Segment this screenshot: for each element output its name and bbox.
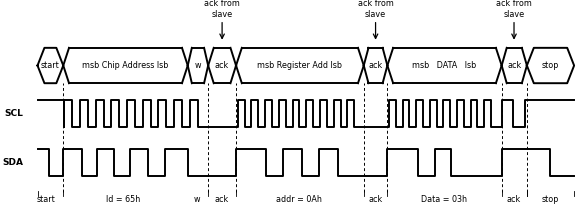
Text: ack from
slave: ack from slave [496, 0, 532, 19]
Text: ack: ack [369, 195, 383, 204]
Text: start: start [36, 195, 55, 204]
Text: Id = 65h: Id = 65h [106, 195, 140, 204]
Text: stop: stop [541, 195, 559, 204]
Text: w: w [194, 195, 200, 204]
Text: w: w [194, 61, 201, 70]
Text: stop: stop [542, 61, 559, 70]
Text: ack: ack [215, 61, 229, 70]
Text: ack: ack [507, 195, 521, 204]
Text: SCL: SCL [4, 109, 23, 118]
Text: start: start [41, 61, 60, 70]
Text: msb   DATA   lsb: msb DATA lsb [413, 61, 477, 70]
Text: ack from
slave: ack from slave [204, 0, 240, 19]
Text: Data = 03h: Data = 03h [421, 195, 467, 204]
Text: ack: ack [215, 195, 229, 204]
Text: msb Chip Address lsb: msb Chip Address lsb [83, 61, 168, 70]
Text: ack from
slave: ack from slave [358, 0, 394, 19]
Text: SDA: SDA [2, 158, 23, 167]
Text: msb Register Add lsb: msb Register Add lsb [257, 61, 342, 70]
Text: ack: ack [369, 61, 383, 70]
Text: ack: ack [507, 61, 522, 70]
Text: addr = 0Ah: addr = 0Ah [276, 195, 323, 204]
